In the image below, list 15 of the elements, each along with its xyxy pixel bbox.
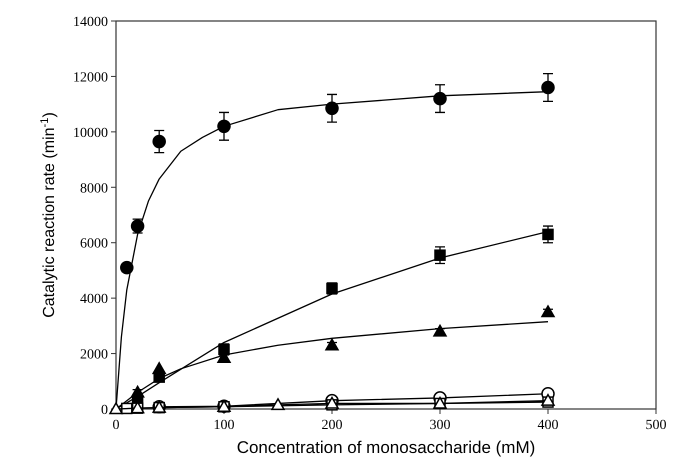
y-tick-label: 10000 xyxy=(73,126,108,141)
x-tick-label: 0 xyxy=(112,418,120,433)
x-tick-label: 200 xyxy=(322,418,342,433)
y-tick-label: 0 xyxy=(101,403,108,418)
y-tick-label: 2000 xyxy=(80,348,108,363)
x-tick-label: 100 xyxy=(214,418,234,433)
x-axis-title: Concentration of monosaccharide (mM) xyxy=(236,438,536,457)
y-tick-label: 4000 xyxy=(80,292,108,308)
x-tick-label: 400 xyxy=(538,418,558,433)
y-tick-label: 8000 xyxy=(80,181,108,196)
x-tick-label: 500 xyxy=(646,418,666,433)
x-tick-label: 300 xyxy=(430,418,450,433)
y-tick-label: 14000 xyxy=(73,15,108,30)
y-tick-label: 12000 xyxy=(73,70,108,86)
y-tick-label: 6000 xyxy=(80,236,108,252)
